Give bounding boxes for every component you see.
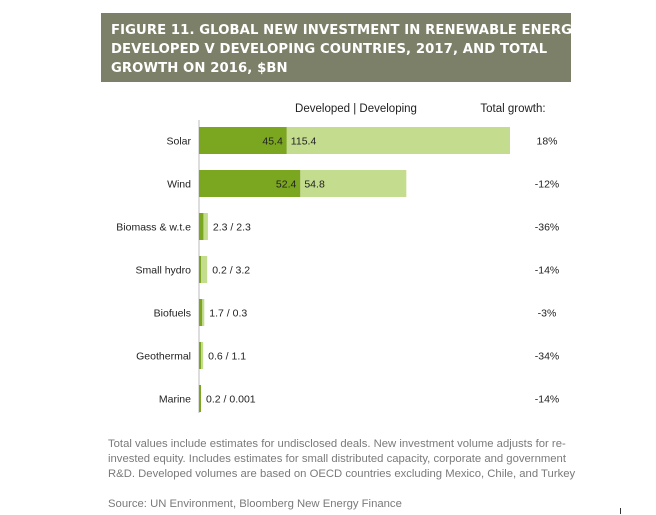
header-series: Developed | Developing bbox=[295, 103, 417, 115]
bar-developed-wind bbox=[199, 170, 301, 197]
source-note: Source: UN Environment, Bloomberg New En… bbox=[108, 498, 402, 510]
category-label-geothermal: Geothermal bbox=[136, 351, 191, 363]
bar-developing-biomass-w-t-e bbox=[203, 213, 208, 240]
data-label-developing-solar: 115.4 bbox=[291, 136, 317, 148]
growth-label-wind: -12% bbox=[535, 179, 560, 191]
bars-group: Solar 45.4 115.4 18% Wind 52.4 54.8 -12% Biomass… bbox=[116, 127, 559, 412]
figure-title-line-1: FIGURE 11. GLOBAL NEW INVESTMENT IN RENE… bbox=[111, 23, 586, 38]
footnote: Total values include estimates for undis… bbox=[108, 438, 576, 481]
growth-label-biofuels: -3% bbox=[538, 308, 557, 320]
bar-chart: Developed | Developing Total growth: Sol… bbox=[116, 103, 559, 413]
category-label-biomass-w-t-e: Biomass & w.t.e bbox=[116, 222, 191, 234]
growth-label-geothermal: -34% bbox=[535, 351, 560, 363]
growth-label-small-hydro: -14% bbox=[535, 265, 560, 277]
bar-developed-geothermal bbox=[199, 342, 201, 369]
figure-title-band: FIGURE 11. GLOBAL NEW INVESTMENT IN RENE… bbox=[101, 13, 586, 82]
data-label-marine: 0.2 / 0.001 bbox=[206, 394, 256, 406]
bar-developing-wind bbox=[300, 170, 407, 197]
category-label-biofuels: Biofuels bbox=[154, 308, 191, 320]
figure-title-line-2: DEVELOPED V DEVELOPING COUNTRIES, 2017, … bbox=[111, 42, 548, 57]
category-label-small-hydro: Small hydro bbox=[136, 265, 192, 277]
growth-label-solar: 18% bbox=[536, 136, 557, 148]
stray-mark bbox=[620, 508, 621, 514]
data-label-biomass-w-t-e: 2.3 / 2.3 bbox=[213, 222, 251, 234]
bar-developed-biofuels bbox=[199, 299, 203, 326]
category-label-wind: Wind bbox=[167, 179, 191, 191]
data-label-developed-wind: 52.4 bbox=[276, 179, 297, 191]
bar-developed-solar bbox=[199, 127, 287, 154]
bar-developed-small-hydro bbox=[199, 256, 201, 283]
bar-developed-marine bbox=[199, 385, 201, 412]
data-label-geothermal: 0.6 / 1.1 bbox=[208, 351, 246, 363]
bar-developing-biofuels bbox=[202, 299, 205, 326]
data-label-developing-wind: 54.8 bbox=[304, 179, 325, 191]
growth-label-biomass-w-t-e: -36% bbox=[535, 222, 560, 234]
category-label-solar: Solar bbox=[166, 136, 191, 148]
figure-title-line-3: GROWTH ON 2016, $BN bbox=[111, 61, 288, 76]
bar-developing-geothermal bbox=[201, 342, 204, 369]
bar-developing-solar bbox=[286, 127, 510, 154]
category-label-marine: Marine bbox=[159, 394, 191, 406]
growth-label-marine: -14% bbox=[535, 394, 560, 406]
bar-developed-biomass-w-t-e bbox=[199, 213, 204, 240]
data-label-developed-solar: 45.4 bbox=[262, 136, 283, 148]
data-label-biofuels: 1.7 / 0.3 bbox=[209, 308, 247, 320]
data-label-small-hydro: 0.2 / 3.2 bbox=[212, 265, 250, 277]
header-growth: Total growth: bbox=[480, 103, 545, 115]
bar-developing-small-hydro bbox=[201, 256, 208, 283]
